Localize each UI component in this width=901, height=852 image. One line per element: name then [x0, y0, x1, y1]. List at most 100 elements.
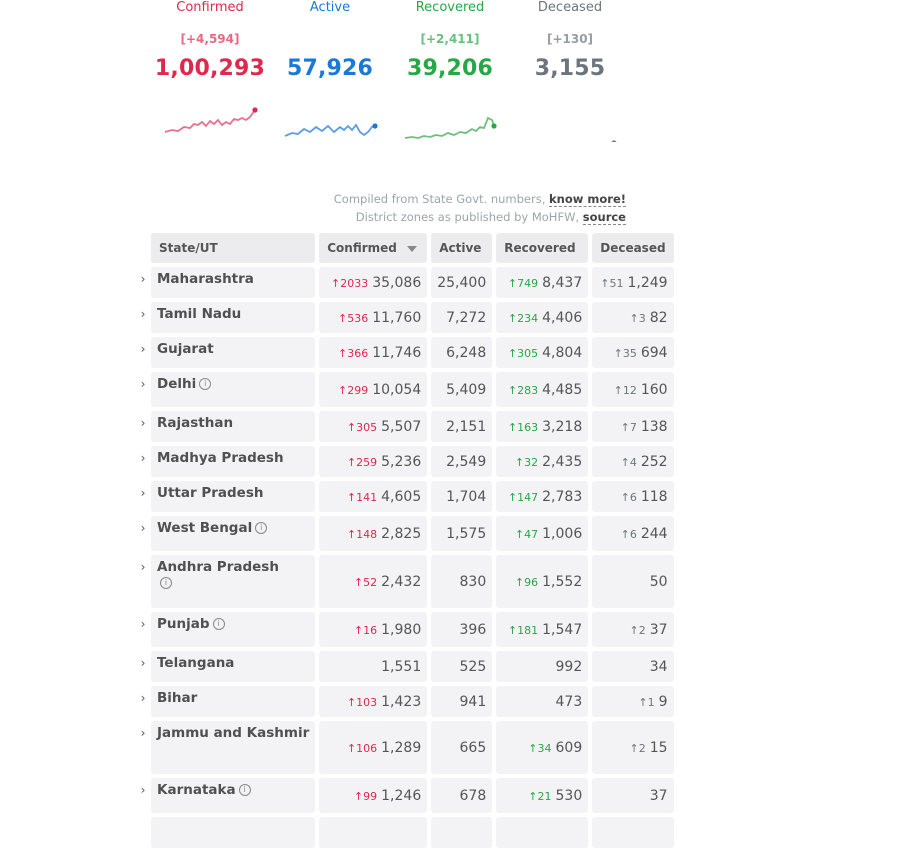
state-name: Karnataka — [157, 782, 236, 798]
table-row[interactable]: › Bihar ↑103 1,423 941 473 ↑1 9 — [139, 686, 674, 717]
confirmed-value: 1,980 — [381, 621, 422, 638]
deceased-value: 37 — [649, 787, 668, 804]
confirmed-delta: ↑141 — [346, 490, 378, 504]
state-name-cell[interactable]: Andhra Pradesh i — [151, 555, 316, 608]
header-deceased[interactable]: Deceased — [592, 233, 674, 263]
confirmed-sparkline — [164, 107, 258, 133]
recovered-cell: ↑34 609 — [496, 721, 589, 774]
info-icon[interactable]: i — [160, 577, 172, 589]
active-cell: 665 — [431, 721, 493, 774]
header-label: Active — [439, 241, 482, 255]
confirmed-value: 11,746 — [372, 344, 422, 361]
deceased-delta: ↑6 — [620, 527, 637, 541]
state-name-cell[interactable]: Madhya Pradesh — [151, 446, 316, 477]
table-row[interactable]: › Telangana 1,551 525 992 34 — [139, 651, 674, 682]
state-name: Uttar Pradesh — [157, 485, 264, 501]
info-icon[interactable]: i — [199, 378, 212, 390]
state-name: Punjab — [157, 616, 210, 632]
state-name-cell[interactable]: Telangana — [151, 651, 316, 682]
chevron-right-icon[interactable]: › — [140, 783, 146, 797]
table-row[interactable]: › Delhi i ↑299 10,054 5,409 ↑283 4,485 ↑12 160 — [139, 372, 674, 407]
recovered-value: 4,485 — [542, 381, 583, 398]
chevron-right-icon[interactable]: › — [140, 272, 146, 286]
state-name: Jammu and Kashmir — [157, 725, 310, 741]
chevron-right-icon[interactable]: › — [140, 691, 146, 705]
stat-active[interactable]: Active 57,926 — [270, 0, 390, 137]
header-state[interactable]: State/UT — [151, 233, 316, 263]
confirmed-cell: ↑148 2,825 — [319, 516, 428, 551]
know-more-link[interactable]: know more! — [549, 192, 626, 207]
state-name-cell[interactable]: Tamil Nadu — [151, 302, 316, 333]
confirmed-delta: ↑99 — [353, 789, 378, 803]
active-cell: 525 — [431, 651, 493, 682]
chevron-right-icon[interactable]: › — [140, 342, 146, 356]
deceased-delta: ↑6 — [620, 490, 637, 504]
recovered-delta: ↑163 — [507, 420, 539, 434]
source-link[interactable]: source — [582, 210, 626, 225]
confirmed-cell: ↑141 4,605 — [319, 481, 428, 512]
info-icon[interactable]: i — [212, 618, 225, 630]
state-name-cell[interactable]: Bihar — [151, 686, 316, 717]
confirmed-cell: ↑259 5,236 — [319, 446, 428, 477]
table-row[interactable]: › Karnataka i ↑99 1,246 678 ↑21 530 37 — [139, 778, 674, 813]
table-row[interactable]: › Tamil Nadu ↑536 11,760 7,272 ↑234 4,406 ↑3 82 — [139, 302, 674, 333]
recovered-delta: ↑181 — [507, 623, 539, 637]
deceased-delta: ↑51 — [600, 276, 624, 290]
recovered-cell: ↑21 530 — [496, 778, 589, 813]
table-row[interactable]: › West Bengal i ↑148 2,825 1,575 ↑47 1,006 ↑6 244 — [139, 516, 674, 551]
table-row[interactable]: › Uttar Pradesh ↑141 4,605 1,704 ↑147 2,783 ↑6 1… — [139, 481, 674, 512]
table-row[interactable]: › Jammu and Kashmir ↑106 1,289 665 ↑34 609 ↑2 15 — [139, 721, 674, 774]
state-name-cell[interactable]: Jammu and Kashmir — [151, 721, 316, 774]
chevron-right-icon[interactable]: › — [140, 451, 146, 465]
header-confirmed[interactable]: Confirmed — [319, 233, 428, 263]
recovered-value: 1,547 — [542, 621, 583, 638]
chevron-right-icon[interactable]: › — [140, 560, 146, 574]
info-icon[interactable]: i — [255, 522, 268, 534]
table-row[interactable]: › Gujarat ↑366 11,746 6,248 ↑305 4,804 ↑35 694 — [139, 337, 674, 368]
table-row[interactable]: › Punjab i ↑16 1,980 396 ↑181 1,547 ↑2 37 — [139, 612, 674, 647]
recovered-value: 473 — [555, 693, 583, 710]
table-row[interactable]: › Madhya Pradesh ↑259 5,236 2,549 ↑32 2,435 ↑4 2… — [139, 446, 674, 477]
recovered-delta: ↑34 — [528, 741, 552, 755]
state-name-cell[interactable]: West Bengal i — [151, 516, 316, 551]
deceased-cell: ↑3 82 — [592, 302, 674, 333]
state-name-cell[interactable]: Uttar Pradesh — [151, 481, 316, 512]
table-row-partial[interactable] — [139, 817, 674, 848]
stat-deceased[interactable]: Deceased [+130] 3,155 — [510, 0, 630, 142]
state-name-cell[interactable]: Delhi i — [151, 372, 316, 407]
sort-down-icon[interactable] — [406, 245, 417, 252]
deceased-cell: 50 — [592, 555, 674, 608]
chevron-right-icon[interactable]: › — [140, 617, 146, 631]
state-name-cell[interactable]: Maharashtra — [151, 267, 316, 298]
state-name: Telangana — [157, 655, 235, 671]
confirmed-delta: ↑52 — [353, 575, 378, 589]
chevron-right-icon[interactable]: › — [140, 307, 146, 321]
state-name-cell[interactable]: Rajasthan — [151, 411, 316, 442]
chevron-right-icon[interactable] — [139, 817, 147, 848]
stat-confirmed[interactable]: Confirmed [+4,594] 1,00,293 — [150, 0, 270, 133]
deceased-delta: ↑4 — [620, 455, 637, 469]
chevron-right-icon[interactable]: › — [140, 726, 146, 740]
deceased-value: 244 — [640, 525, 668, 542]
stat-value: 3,155 — [534, 56, 606, 81]
chevron-right-icon[interactable]: › — [140, 656, 146, 670]
table-row[interactable]: › Andhra Pradesh i ↑52 2,432 830 ↑96 1,552 50 — [139, 555, 674, 608]
state-name-cell[interactable]: Gujarat — [151, 337, 316, 368]
active-cell: 7,272 — [431, 302, 493, 333]
chevron-right-icon[interactable]: › — [140, 486, 146, 500]
chevron-right-icon[interactable]: › — [140, 521, 146, 535]
confirmed-cell: ↑99 1,246 — [319, 778, 428, 813]
deceased-delta: ↑7 — [620, 420, 637, 434]
header-active[interactable]: Active — [431, 233, 493, 263]
table-row[interactable]: › Rajasthan ↑305 5,507 2,151 ↑163 3,218 ↑7 138 — [139, 411, 674, 442]
stat-recovered[interactable]: Recovered [+2,411] 39,206 — [390, 0, 510, 139]
state-name-cell[interactable]: Karnataka i — [151, 778, 316, 813]
chevron-right-icon[interactable]: › — [140, 377, 146, 391]
chevron-right-icon[interactable]: › — [140, 416, 146, 430]
header-recovered[interactable]: Recovered — [496, 233, 589, 263]
state-name-cell[interactable]: Punjab i — [151, 612, 316, 647]
info-icon[interactable]: i — [238, 784, 251, 796]
deceased-value: 138 — [640, 418, 668, 435]
stat-label: Active — [309, 0, 351, 15]
table-row[interactable]: › Maharashtra ↑2033 35,086 25,400 ↑749 8,437 ↑5… — [139, 267, 674, 298]
